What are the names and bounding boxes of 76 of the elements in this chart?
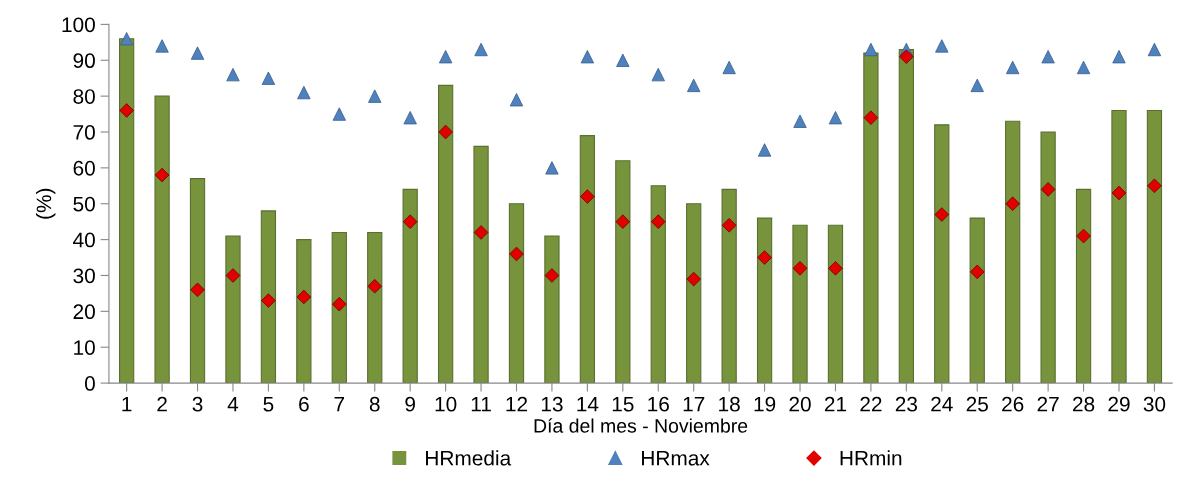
bar — [402, 188, 418, 384]
bar — [225, 235, 241, 384]
y-tick-label: 80 — [73, 89, 95, 104]
x-tick-label: 10 — [435, 396, 457, 412]
x-tick-label: 29 — [1108, 396, 1130, 412]
bar — [1040, 131, 1056, 384]
bar — [969, 217, 985, 384]
bar — [189, 178, 206, 384]
x-tick-label: 8 — [369, 396, 380, 412]
bar — [650, 185, 666, 384]
bar — [934, 124, 950, 384]
y-axis-title: (%) — [36, 188, 56, 219]
bar — [331, 231, 347, 384]
x-tick-label: 19 — [754, 396, 776, 412]
bar — [1111, 109, 1127, 384]
y-tick-label: 60 — [73, 160, 95, 176]
bar — [1146, 109, 1163, 384]
bar — [579, 135, 596, 384]
y-tick-label: 90 — [73, 53, 95, 69]
bar — [792, 224, 808, 384]
x-tick-label: 30 — [1143, 396, 1166, 412]
legend-label: HRmedia — [426, 450, 512, 466]
bar — [508, 203, 525, 384]
y-tick-label: 30 — [73, 268, 95, 284]
bar — [437, 84, 454, 384]
x-tick-label: 15 — [612, 397, 634, 412]
y-tick-label: 40 — [73, 232, 95, 248]
y-tick-label: 20 — [73, 304, 95, 320]
x-tick-label: 22 — [860, 396, 882, 412]
bar — [1005, 120, 1021, 384]
x-tick-label: 27 — [1037, 396, 1059, 412]
bar — [367, 231, 383, 384]
x-tick-label: 23 — [895, 396, 918, 412]
x-tick-label: 20 — [789, 396, 811, 412]
x-tick-label: 2 — [157, 396, 167, 412]
x-tick-label: 24 — [931, 396, 953, 412]
y-tick-label: 10 — [74, 340, 95, 355]
x-tick-label: 11 — [471, 397, 491, 412]
bar — [827, 224, 844, 384]
bar — [721, 188, 737, 384]
x-tick-label: 5 — [263, 397, 274, 412]
bar — [473, 145, 489, 384]
y-tick-label: 100 — [62, 17, 95, 33]
x-tick-label: 14 — [577, 397, 599, 412]
x-tick-label: 1 — [122, 397, 132, 412]
legend-label: HRmax — [642, 451, 710, 466]
x-tick-label: 4 — [227, 397, 239, 412]
bar — [1075, 188, 1092, 384]
x-tick-label: 12 — [506, 396, 528, 412]
legend-label: HRmin — [840, 450, 902, 466]
x-tick-label: 16 — [648, 396, 669, 412]
x-tick-label: 13 — [541, 396, 563, 412]
x-axis-title: Día del mes - Noviembre — [534, 418, 748, 433]
bar — [296, 239, 312, 384]
bar — [260, 210, 277, 384]
x-tick-label: 6 — [299, 396, 309, 412]
y-tick-label: 70 — [73, 125, 95, 140]
x-tick-label: 7 — [334, 397, 345, 412]
x-tick-label: 17 — [683, 397, 705, 412]
x-tick-label: 28 — [1073, 396, 1095, 412]
bar — [863, 52, 879, 384]
bar — [154, 95, 170, 384]
y-tick-label: 50 — [73, 196, 95, 212]
bar — [898, 48, 914, 384]
x-tick-label: 21 — [824, 396, 847, 412]
y-tick-label: 0 — [84, 376, 95, 391]
bar — [544, 235, 560, 384]
x-tick-label: 3 — [192, 396, 203, 412]
bar — [119, 38, 135, 384]
bar — [615, 160, 631, 384]
x-tick-label: 25 — [966, 396, 988, 412]
x-tick-label: 26 — [1002, 396, 1024, 412]
bar — [756, 217, 773, 384]
x-tick-label: 18 — [719, 396, 740, 412]
x-tick-label: 9 — [405, 396, 415, 412]
bar — [686, 203, 702, 384]
